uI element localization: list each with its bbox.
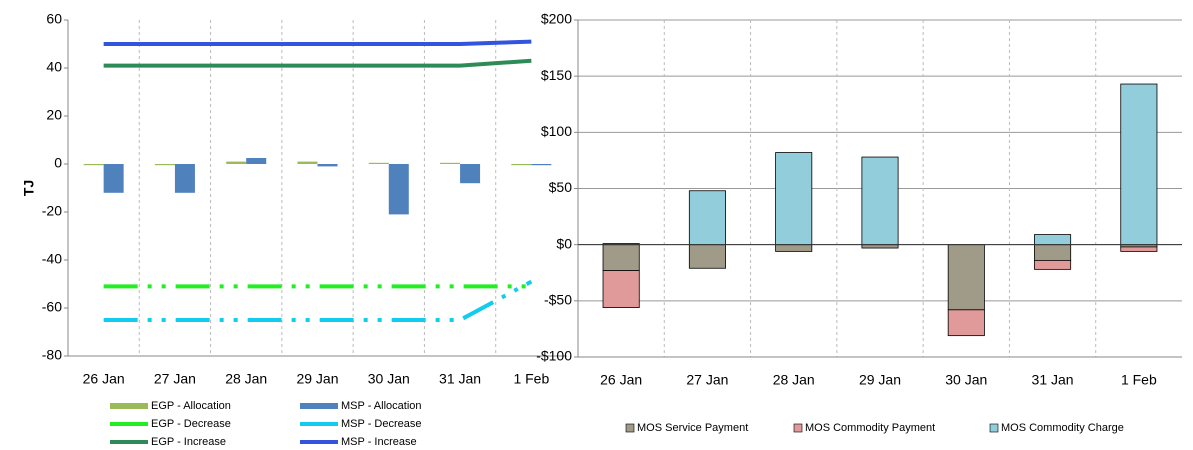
x-tick-label: 28 Jan <box>225 371 267 387</box>
bar <box>531 164 552 166</box>
y-tick-label: -20 <box>42 203 62 219</box>
y-tick-label: -40 <box>42 251 62 267</box>
y-tick-label: -80 <box>42 347 62 363</box>
bar-segment <box>861 244 899 249</box>
y-tick-label: 0 <box>54 155 62 171</box>
x-tick-label: 30 Jan <box>945 372 987 388</box>
bar <box>246 158 267 164</box>
x-tick-label: 29 Jan <box>859 372 901 388</box>
x-tick-label: 27 Jan <box>154 371 196 387</box>
y-tick-label: $50 <box>549 179 573 195</box>
legend-swatch <box>300 403 338 409</box>
bar-segment <box>775 244 813 252</box>
x-tick-label: 28 Jan <box>773 372 815 388</box>
bar-segment <box>602 244 640 271</box>
y-tick-label: $150 <box>541 67 572 83</box>
bar-segment <box>947 309 985 337</box>
bar <box>317 164 338 167</box>
line-series <box>103 58 532 68</box>
legend-label: MOS Service Payment <box>637 422 748 434</box>
legend-label: EGP - Allocation <box>151 400 231 412</box>
x-tick-label: 26 Jan <box>83 371 125 387</box>
y-tick-label: $0 <box>556 235 572 251</box>
legend-swatch <box>625 423 635 433</box>
bar <box>226 161 247 164</box>
bar <box>460 164 481 184</box>
legend-label: EGP - Decrease <box>151 418 231 430</box>
legend-label: MSP - Decrease <box>341 418 422 430</box>
y-tick-label: -60 <box>42 299 62 315</box>
y-tick-label: -$100 <box>536 348 572 364</box>
bar <box>388 164 409 215</box>
bar-segment <box>861 156 899 246</box>
bar <box>511 164 532 166</box>
bar-segment <box>1034 234 1072 246</box>
x-tick-label: 26 Jan <box>600 372 642 388</box>
legend-label: MSP - Allocation <box>341 400 422 412</box>
legend-label: EGP - Increase <box>151 436 226 448</box>
bar <box>154 164 175 166</box>
y-tick-label: 40 <box>46 59 62 75</box>
legend-label: MSP - Increase <box>341 436 417 448</box>
legend-swatch <box>110 403 148 409</box>
y-tick-label: 60 <box>46 11 62 27</box>
bar-segment <box>688 244 726 269</box>
bar-segment <box>1120 83 1158 246</box>
bar <box>368 162 389 164</box>
legend-swatch <box>989 423 999 433</box>
legend-label: MOS Commodity Charge <box>1001 422 1124 434</box>
bar <box>103 164 124 193</box>
x-tick-label: 29 Jan <box>296 371 338 387</box>
legend-label: MOS Commodity Payment <box>805 422 935 434</box>
bar-segment <box>1120 246 1158 252</box>
bar <box>297 161 318 164</box>
y-tick-label: $200 <box>541 11 572 27</box>
bar <box>174 164 195 193</box>
x-tick-label: 1 Feb <box>513 371 549 387</box>
x-tick-label: 30 Jan <box>368 371 410 387</box>
bar-segment <box>1034 244 1072 261</box>
line-series <box>103 39 532 46</box>
bar-segment <box>947 244 985 311</box>
y-tick-label: 20 <box>46 107 62 123</box>
x-tick-label: 27 Jan <box>686 372 728 388</box>
bar-segment <box>602 270 640 308</box>
x-tick-label: 31 Jan <box>1032 372 1074 388</box>
y-axis-label: TJ <box>21 180 37 196</box>
bar-segment <box>1034 259 1072 270</box>
x-tick-label: 31 Jan <box>439 371 481 387</box>
bar-segment <box>688 190 726 246</box>
x-tick-label: 1 Feb <box>1121 372 1157 388</box>
bar <box>83 164 104 166</box>
y-tick-label: $100 <box>541 123 572 139</box>
y-tick-label: -$50 <box>544 292 572 308</box>
bar-segment <box>775 152 813 246</box>
bar <box>440 162 461 164</box>
legend-swatch <box>793 423 803 433</box>
